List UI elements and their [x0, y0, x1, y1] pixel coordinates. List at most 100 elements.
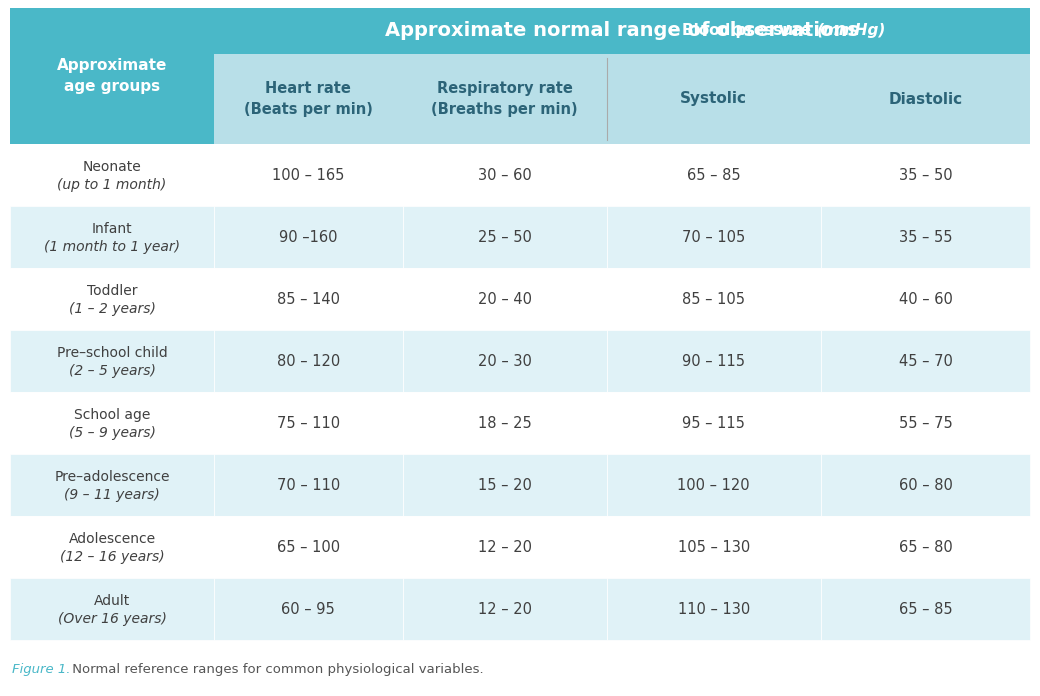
Text: Respiratory rate
(Breaths per min): Respiratory rate (Breaths per min)	[432, 81, 578, 117]
Text: 20 – 30: 20 – 30	[477, 354, 531, 368]
Text: 65 – 85: 65 – 85	[687, 168, 740, 182]
Bar	[606, 330, 821, 392]
Text: 100 – 165: 100 – 165	[272, 168, 344, 182]
Bar	[10, 454, 214, 516]
Text: (2 – 5 years): (2 – 5 years)	[69, 364, 155, 378]
Bar	[402, 268, 606, 330]
Bar	[214, 144, 402, 206]
Text: School age: School age	[74, 408, 150, 422]
Text: 60 – 80: 60 – 80	[899, 477, 953, 493]
Text: 105 – 130: 105 – 130	[678, 539, 750, 555]
Text: 25 – 50: 25 – 50	[477, 230, 531, 244]
Text: (Over 16 years): (Over 16 years)	[57, 612, 166, 626]
Bar	[214, 454, 402, 516]
Text: 55 – 75: 55 – 75	[899, 416, 953, 431]
Text: (5 – 9 years): (5 – 9 years)	[69, 426, 155, 440]
Bar	[606, 144, 821, 206]
Text: Pre–school child: Pre–school child	[56, 346, 167, 360]
Text: Approximate
age groups: Approximate age groups	[57, 58, 167, 94]
Text: (1 month to 1 year): (1 month to 1 year)	[44, 240, 180, 254]
Bar	[821, 516, 1030, 578]
Bar	[606, 578, 821, 640]
Text: 70 – 110: 70 – 110	[277, 477, 340, 493]
Bar	[606, 516, 821, 578]
Text: Neonate: Neonate	[82, 160, 141, 174]
Text: 90 – 115: 90 – 115	[682, 354, 746, 368]
Text: 20 – 40: 20 – 40	[477, 292, 531, 306]
Text: (12 – 16 years): (12 – 16 years)	[59, 550, 164, 564]
Bar	[402, 454, 606, 516]
Text: 80 – 120: 80 – 120	[277, 354, 340, 368]
Text: Normal reference ranges for common physiological variables.: Normal reference ranges for common physi…	[68, 663, 484, 676]
Text: 90 –160: 90 –160	[279, 230, 338, 244]
Bar	[10, 8, 214, 144]
Text: Heart rate
(Beats per min): Heart rate (Beats per min)	[244, 81, 372, 117]
Bar	[214, 516, 402, 578]
Text: (up to 1 month): (up to 1 month)	[57, 178, 166, 192]
Text: 40 – 60: 40 – 60	[899, 292, 953, 306]
Bar	[606, 268, 821, 330]
Bar	[821, 454, 1030, 516]
Bar	[10, 144, 214, 206]
Text: (9 – 11 years): (9 – 11 years)	[64, 488, 160, 502]
Bar	[402, 330, 606, 392]
Bar	[402, 54, 606, 144]
Bar	[214, 330, 402, 392]
Bar	[606, 392, 821, 454]
Text: (1 – 2 years): (1 – 2 years)	[69, 302, 155, 316]
Bar	[606, 454, 821, 516]
Text: 30 – 60: 30 – 60	[477, 168, 531, 182]
Bar	[214, 578, 402, 640]
Text: 75 – 110: 75 – 110	[277, 416, 340, 431]
Text: Figure 1.: Figure 1.	[12, 663, 71, 676]
Text: 100 – 120: 100 – 120	[677, 477, 750, 493]
Bar	[214, 392, 402, 454]
Text: 65 – 100: 65 – 100	[277, 539, 340, 555]
Bar	[10, 206, 214, 268]
Bar	[821, 206, 1030, 268]
Text: 18 – 25: 18 – 25	[477, 416, 531, 431]
Text: 65 – 85: 65 – 85	[899, 601, 953, 617]
Bar	[821, 268, 1030, 330]
Bar	[10, 268, 214, 330]
Bar	[402, 392, 606, 454]
Bar	[821, 392, 1030, 454]
Bar	[10, 392, 214, 454]
Text: Adolescence: Adolescence	[69, 532, 156, 546]
Bar	[402, 578, 606, 640]
Text: 110 – 130: 110 – 130	[678, 601, 750, 617]
Text: 45 – 70: 45 – 70	[899, 354, 953, 368]
Text: Adult: Adult	[94, 594, 130, 608]
Bar	[214, 54, 402, 144]
Bar	[214, 206, 402, 268]
Text: 95 – 115: 95 – 115	[682, 416, 746, 431]
Bar	[10, 330, 214, 392]
Text: 60 – 95: 60 – 95	[282, 601, 335, 617]
Text: Approximate normal range of observations: Approximate normal range of observations	[385, 22, 859, 40]
Bar	[402, 516, 606, 578]
Bar	[821, 330, 1030, 392]
Text: 15 – 20: 15 – 20	[477, 477, 531, 493]
Bar	[402, 144, 606, 206]
Text: Infant: Infant	[92, 222, 132, 236]
Text: Systolic: Systolic	[680, 91, 748, 106]
Text: 70 – 105: 70 – 105	[682, 230, 746, 244]
Text: Toddler: Toddler	[86, 284, 137, 298]
Text: 65 – 80: 65 – 80	[899, 539, 953, 555]
Bar	[606, 206, 821, 268]
Text: 12 – 20: 12 – 20	[477, 539, 531, 555]
Text: 35 – 55: 35 – 55	[899, 230, 953, 244]
Text: Diastolic: Diastolic	[888, 91, 962, 106]
Text: 85 – 140: 85 – 140	[277, 292, 340, 306]
Bar	[10, 578, 214, 640]
Text: 85 – 105: 85 – 105	[682, 292, 746, 306]
Text: Pre–adolescence: Pre–adolescence	[54, 470, 170, 484]
Text: 12 – 20: 12 – 20	[477, 601, 531, 617]
Bar	[402, 206, 606, 268]
Text: 35 – 50: 35 – 50	[899, 168, 953, 182]
Bar	[821, 54, 1030, 144]
Bar	[821, 144, 1030, 206]
Text: (mmHg): (mmHg)	[816, 24, 886, 38]
Bar	[821, 578, 1030, 640]
Bar	[214, 268, 402, 330]
